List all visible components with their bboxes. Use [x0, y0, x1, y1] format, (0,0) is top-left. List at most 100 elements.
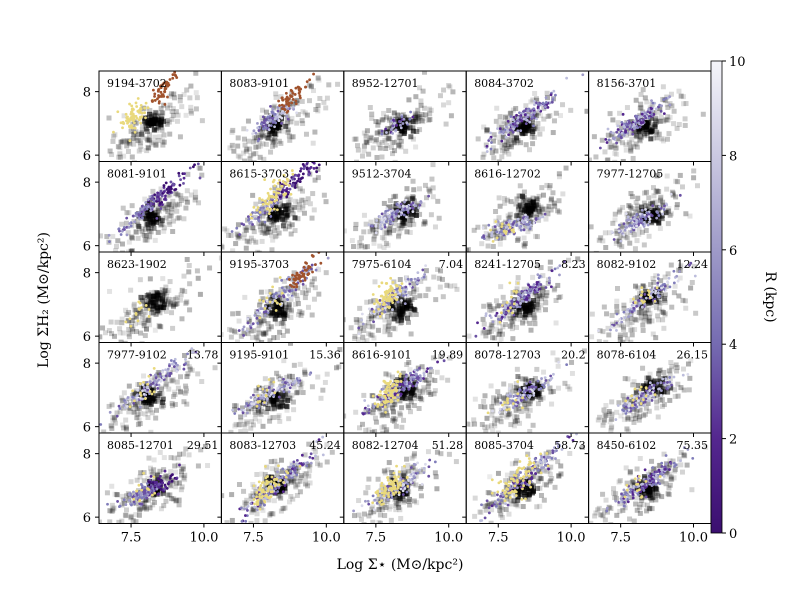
density-bin — [147, 217, 153, 223]
density-bin — [393, 215, 399, 221]
density-bin — [535, 305, 541, 311]
density-bin — [633, 209, 639, 215]
density-bin — [662, 292, 668, 298]
density-bin — [488, 308, 494, 314]
radial-point — [507, 229, 511, 233]
brown-point — [289, 95, 293, 98]
density-bin — [633, 200, 639, 206]
density-bin — [628, 315, 634, 321]
density-bin — [524, 209, 530, 215]
density-bin — [167, 201, 173, 207]
density-bin — [147, 234, 153, 240]
yellow-point — [516, 281, 520, 285]
density-bin — [274, 292, 280, 298]
yellow-point — [280, 291, 284, 295]
radial-point — [521, 216, 525, 220]
density-bin — [544, 90, 550, 96]
yellow-point — [135, 105, 139, 108]
density-bin — [235, 143, 241, 149]
density-bin — [681, 101, 687, 107]
density-bin — [170, 302, 176, 308]
density-bin — [123, 220, 129, 226]
radial-point — [285, 195, 289, 199]
density-bin — [417, 85, 423, 91]
density-bin — [670, 192, 676, 198]
radial-point — [387, 217, 391, 221]
density-bin — [544, 293, 550, 299]
density-bin — [503, 223, 509, 229]
radial-point — [247, 217, 251, 221]
radial-point — [619, 239, 623, 243]
density-bin — [382, 329, 388, 335]
radial-point — [378, 215, 382, 219]
radial-point — [515, 224, 519, 227]
yellow-point — [400, 282, 404, 285]
density-bin — [650, 200, 656, 206]
density-bin — [533, 233, 539, 239]
density-bin — [253, 144, 259, 150]
radial-point — [291, 177, 295, 181]
radial-point — [543, 212, 547, 216]
radial-point — [252, 129, 256, 133]
density-bin — [256, 144, 262, 150]
density-bin — [652, 118, 658, 124]
radial-point — [605, 141, 609, 144]
density-bin — [292, 301, 298, 307]
density-bin — [519, 215, 525, 221]
density-bin — [235, 310, 241, 316]
density-bin — [292, 215, 298, 221]
density-bin — [263, 224, 269, 230]
density-bin — [371, 240, 377, 246]
density-bin — [353, 317, 359, 323]
density-bin — [639, 290, 645, 296]
density-bin — [495, 233, 501, 239]
radial-point — [482, 235, 486, 239]
density-bin — [280, 332, 286, 338]
radial-point — [269, 124, 273, 127]
density-bin — [533, 96, 539, 102]
radial-point — [404, 279, 408, 283]
density-bin — [568, 107, 574, 113]
density-bin — [606, 332, 612, 338]
density-bin — [505, 137, 511, 143]
density-bin — [256, 221, 262, 227]
density-bin — [638, 101, 644, 107]
density-bin — [193, 194, 199, 200]
density-bin — [410, 178, 416, 184]
density-bin — [273, 302, 279, 308]
density-bin — [629, 327, 635, 333]
density-bin — [281, 278, 287, 284]
density-bin — [534, 126, 540, 132]
density-bin — [616, 209, 622, 215]
radial-point — [497, 228, 501, 232]
density-bin — [289, 222, 295, 228]
radial-point — [182, 176, 186, 180]
density-bin — [407, 291, 413, 297]
radial-point — [511, 222, 515, 226]
density-bin — [386, 307, 392, 313]
density-bin — [507, 211, 513, 217]
density-bin — [505, 141, 511, 147]
density-bin — [257, 134, 263, 140]
yellow-point — [282, 193, 286, 196]
density-bin — [261, 228, 267, 234]
radial-point — [280, 190, 284, 194]
density-bin — [662, 295, 668, 301]
density-bin — [427, 106, 433, 112]
density-bin — [504, 146, 510, 152]
panel-id-label: 9195-3703 — [229, 258, 289, 271]
radial-point — [294, 181, 298, 185]
density-bin — [145, 302, 151, 308]
radial-point — [620, 120, 624, 124]
density-bin — [502, 142, 508, 148]
density-bin — [274, 321, 280, 327]
radial-point — [665, 203, 669, 207]
density-bin — [529, 126, 535, 132]
density-bin — [153, 110, 159, 116]
density-bin — [146, 145, 152, 151]
density-bin — [627, 131, 633, 137]
density-bin — [259, 220, 265, 226]
density-bin — [129, 329, 135, 335]
radial-point — [648, 217, 652, 221]
density-bin — [166, 219, 172, 225]
